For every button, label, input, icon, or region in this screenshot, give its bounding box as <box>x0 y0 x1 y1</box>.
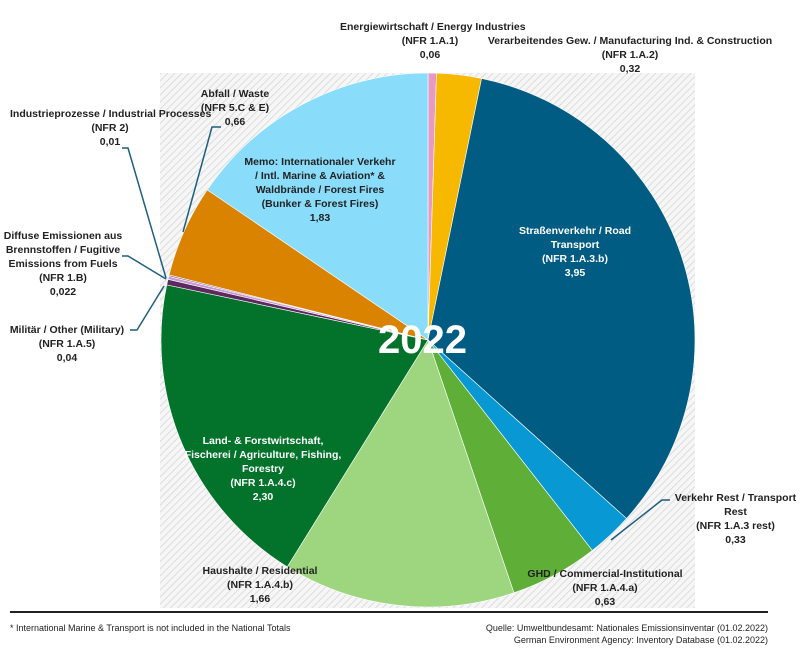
source-line-2: German Environment Agency: Inventory Dat… <box>513 635 768 645</box>
pie-slice-6 <box>160 284 429 568</box>
footnote: * International Marine & Transport is no… <box>10 623 291 633</box>
leader-line-fugitive <box>122 255 167 280</box>
leader-line-industrial <box>122 147 167 279</box>
source-line-1: Quelle: Umweltbundesamt: Nationales Emis… <box>485 623 768 633</box>
pie-slice-11 <box>206 72 429 341</box>
label-energy: Energiewirtschaft / Energy Industries (NF… <box>340 21 526 61</box>
label-road-transport: Straßenverkehr / Road Transport (NFR 1.A.3… <box>518 225 632 279</box>
chart-title: 2022 <box>378 318 467 362</box>
label-residential: Haushalte / Residential (NFR 1.A.4.b) 1,66 <box>202 565 318 605</box>
pie-slice-5 <box>286 339 515 608</box>
pie-slice-2 <box>427 78 696 519</box>
label-waste: Abfall / Waste (NFR 5.C & E) 0,66 <box>200 88 270 128</box>
label-manufacturing: Verarbeitendes Gew. / Manufacturing Ind.… <box>487 35 773 75</box>
label-memo-international: Memo: Internationaler Verkehr / Intl. Mar… <box>244 156 396 224</box>
footer-divider <box>10 611 768 613</box>
label-military: Militär / Other (Military) (NFR 1.A.5) 0,0… <box>9 324 125 364</box>
leader-line-transport-rest <box>610 499 670 541</box>
label-agriculture: Land- & Forstwirtschaft, Fischerei / Agri… <box>184 435 342 503</box>
label-commercial: GHD / Commercial-Institutional (NFR 1.A.4… <box>527 568 683 608</box>
label-industrial: Industrieprozesse / Industrial Processes… <box>10 108 212 148</box>
label-fugitive: Diffuse Emissionen aus Brennstoffen / Fug… <box>3 230 123 298</box>
label-transport-rest: Verkehr Rest / Transport Rest (NFR 1.A.3 r… <box>674 492 797 546</box>
leader-line-waste <box>182 126 221 233</box>
leader-lines <box>122 126 670 541</box>
leader-line-military <box>130 285 165 331</box>
